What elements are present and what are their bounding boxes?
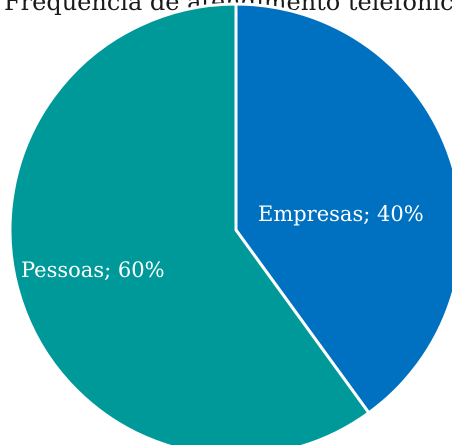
- pie-slice-empresas: [234, 2, 452, 415]
- slice-label-empresas: Empresas; 40%: [258, 202, 424, 226]
- pie-slice-pessoas: [8, 2, 371, 445]
- slice-label-pessoas: Pessoas; 60%: [21, 258, 165, 282]
